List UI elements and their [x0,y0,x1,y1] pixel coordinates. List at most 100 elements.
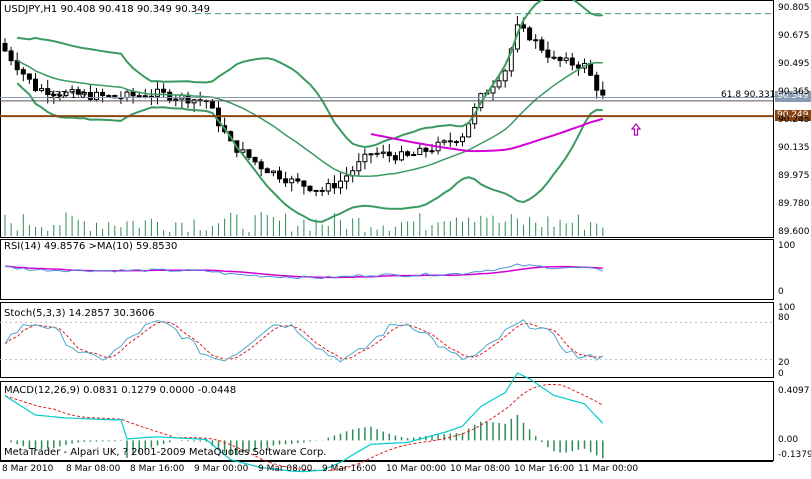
candle-body [380,151,386,154]
candle [185,91,191,109]
candle-body [136,95,142,98]
candle-body [502,70,508,82]
up-arrow-icon [630,123,642,136]
candle-body [313,189,319,192]
main-price-panel[interactable] [0,0,773,236]
panel-border [0,381,774,461]
current-price-tag: 90.349 [775,91,811,102]
time-axis-label: 9 Mar 08:00 [258,464,313,474]
candle [252,156,258,166]
candle-body [447,140,453,143]
candle-body [173,98,179,101]
candle [20,66,26,82]
macd-title: MACD(12,26,9) 0.0831 0.1279 0.0000 -0.04… [4,385,237,396]
candle [14,52,20,76]
candle-body [386,151,392,157]
candle [246,149,252,160]
candle [33,72,38,92]
stoch-scale-label: 20 [778,358,790,368]
rsi-panel[interactable] [4,263,604,280]
stoch-scale-label: 80 [778,313,790,323]
candle-body [100,91,106,96]
candle [100,88,106,103]
candle-body [392,155,398,161]
candle [405,150,411,158]
mini-label: 337 1.0 [48,90,87,101]
candle [106,94,112,98]
stochastic-panel[interactable] [0,319,773,363]
macd-panel[interactable] [4,372,604,473]
main-title: USDJPY,H1 90.408 90.418 90.349 90.349 [4,4,210,15]
price-scale-label: 90.805 [778,3,810,13]
time-axis-label: 10 Mar 16:00 [514,464,575,474]
candle-body [374,152,380,155]
candle-body [563,57,569,61]
candle [283,171,289,187]
macd-scale-label: 0.4097 [778,386,810,396]
candle-body [270,170,276,174]
candle-body [2,42,8,52]
bollinger-lower-line [16,82,603,223]
candle [26,73,32,84]
candle [447,132,453,147]
candle [2,38,8,52]
candle-body [155,88,160,97]
candle [307,185,313,193]
price-scale-label: 90.495 [778,59,810,69]
macd-scale-label: -0.1379 [778,450,811,460]
candle-body [423,147,429,152]
candle [563,52,569,64]
candle-body [527,27,533,41]
candle-body [258,161,264,170]
candle [87,83,93,102]
candle [350,166,356,183]
candle [356,153,362,176]
candle-body [8,50,14,62]
candle [75,86,81,96]
candle-body [539,39,545,51]
candle-body [344,175,350,182]
footer-copyright: MetaTrader - Alpari UK, ? 2001-2009 Meta… [4,447,327,458]
candle [417,143,423,156]
candle-body [209,100,215,109]
candle-body [551,56,557,59]
candle-body [20,69,26,75]
macd-line [4,372,604,473]
stoch-scale-label: 0 [778,369,784,379]
time-axis-label: 10 Mar 08:00 [450,464,511,474]
candle-body [106,94,112,97]
candle [258,159,264,177]
candle-body [124,91,130,99]
candle [392,152,398,165]
candle-body [289,178,295,184]
candle [69,85,75,95]
candle-body [252,156,258,163]
candle-body [26,73,32,80]
time-axis-label: 10 Mar 00:00 [386,464,447,474]
candle [338,172,343,195]
candle-body [57,94,63,97]
candle [466,123,472,138]
candle [539,36,545,54]
candle [264,167,270,174]
candle [319,186,325,197]
candle [453,140,459,147]
candle-body [161,88,167,93]
candle-body [575,64,581,69]
candle-body [39,88,45,92]
candle [411,151,417,157]
candle [270,170,276,177]
candle [588,59,594,77]
time-axis-label: 8 Mar 08:00 [66,464,121,474]
candle [39,84,45,93]
candle [399,145,404,162]
panel-frames [0,0,774,462]
candle-body [429,150,435,153]
price-scale-label: 90.245 [778,115,810,125]
candle-body [405,151,411,156]
fib-level-label: 61.8 90.331 [721,90,776,100]
candle [374,147,380,158]
time-axis-label: 9 Mar 00:00 [194,464,249,474]
candle [289,175,295,192]
candle-body [319,189,325,192]
